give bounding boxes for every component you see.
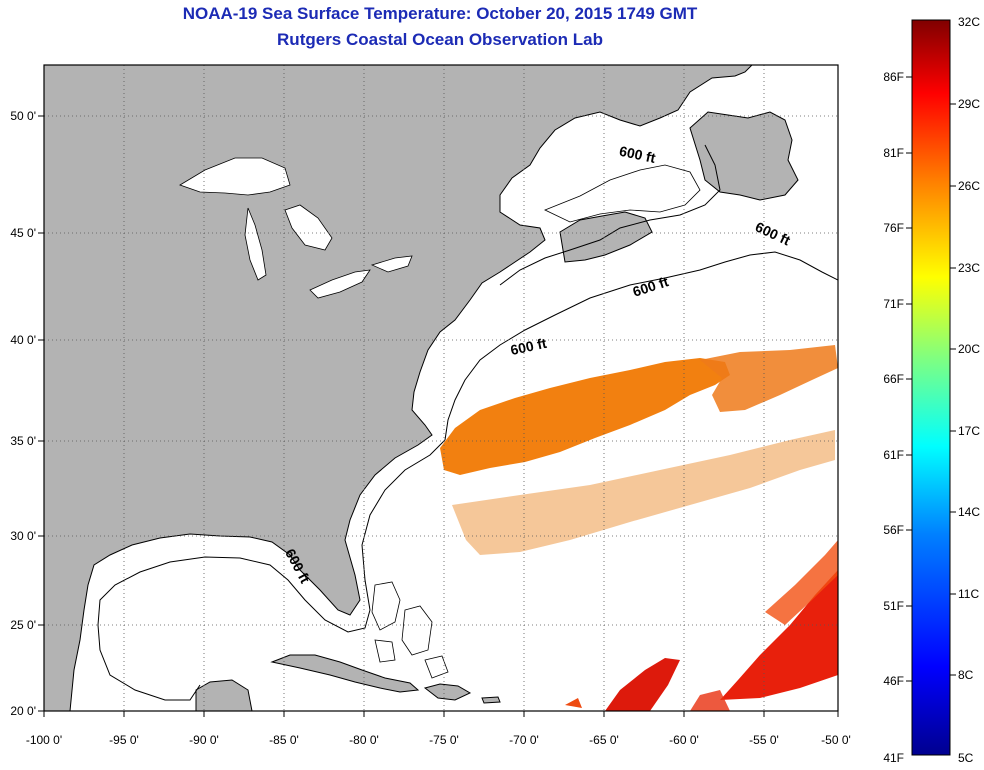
colorbar-c-label: 20C xyxy=(958,342,980,356)
sst-swath-red xyxy=(565,540,838,711)
lat-tick-label: 30 0' xyxy=(10,529,36,543)
lat-tick-label: 40 0' xyxy=(10,333,36,347)
colorbar-f-label: 66F xyxy=(883,372,904,386)
depth-contour-600ft-south xyxy=(97,439,446,701)
great-lakes xyxy=(179,157,413,299)
colorbar-c-label: 14C xyxy=(958,505,980,519)
contour-label: 600 ft xyxy=(509,335,548,358)
land-puerto-rico xyxy=(481,696,501,704)
lon-tick-label: -85 0' xyxy=(269,733,299,747)
lon-tick-label: -65 0' xyxy=(589,733,619,747)
colorbar-c-label: 11C xyxy=(958,587,979,601)
colorbar-c-label: 8C xyxy=(958,668,974,682)
colorbar-f-label: 86F xyxy=(883,70,904,84)
land-yucatan xyxy=(195,679,253,711)
lat-tick-label: 25 0' xyxy=(10,618,36,632)
colorbar-f-label: 56F xyxy=(883,523,904,537)
map-frame xyxy=(43,64,839,712)
colorbar-c-label: 5C xyxy=(958,751,974,765)
lon-tick-label: -75 0' xyxy=(429,733,459,747)
lon-tick-label: -80 0' xyxy=(349,733,379,747)
lon-tick-label: -55 0' xyxy=(749,733,779,747)
lon-tick-label: -90 0' xyxy=(189,733,219,747)
land-maritimes xyxy=(559,211,653,263)
lon-tick-label: -50 0' xyxy=(821,733,851,747)
lat-tick-label: 35 0' xyxy=(10,434,36,448)
gulf-st-lawrence xyxy=(544,164,701,223)
axis-ticks xyxy=(38,115,839,717)
colorbar-f-label: 61F xyxy=(883,448,904,462)
lon-tick-label: -60 0' xyxy=(669,733,699,747)
map-title: NOAA-19 Sea Surface Temperature: October… xyxy=(182,4,698,23)
lat-tick-label: 45 0' xyxy=(10,226,36,240)
colorbar-c-label: 17C xyxy=(958,424,980,438)
colorbar-f-label: 76F xyxy=(883,221,904,235)
colorbar-c-label: 23C xyxy=(958,261,980,275)
contour-label: 600 ft xyxy=(618,143,657,166)
land-north-america xyxy=(44,65,753,711)
lat-tick-label: 50 0' xyxy=(10,109,36,123)
lon-tick-label: -95 0' xyxy=(109,733,139,747)
map-gridlines xyxy=(44,65,838,711)
depth-contour-600ft-north xyxy=(499,144,721,286)
colorbar-c-label: 26C xyxy=(958,179,980,193)
colorbar-ticks xyxy=(906,76,956,682)
lat-tick-label: 20 0' xyxy=(10,704,36,718)
colorbar-c-label: 29C xyxy=(958,97,980,111)
depth-contour-600ft xyxy=(444,251,838,441)
bahamas-banks xyxy=(371,581,449,679)
colorbar-f-label: 46F xyxy=(883,674,904,688)
colorbar-c-label: 32C xyxy=(958,15,980,29)
colorbar-f-label: 71F xyxy=(883,297,904,311)
lon-tick-label: -70 0' xyxy=(509,733,539,747)
land-hispaniola xyxy=(423,683,472,701)
land-newfoundland xyxy=(689,111,799,201)
map-subtitle: Rutgers Coastal Ocean Observation Lab xyxy=(277,30,603,49)
land-cuba xyxy=(270,654,420,693)
colorbar-f-label: 81F xyxy=(883,146,904,160)
colorbar-f-label: 51F xyxy=(883,599,904,613)
colorbar xyxy=(911,19,951,756)
lon-tick-label: -100 0' xyxy=(26,733,62,747)
sst-swath-orange xyxy=(440,345,838,555)
colorbar-f-label: 41F xyxy=(883,751,904,765)
